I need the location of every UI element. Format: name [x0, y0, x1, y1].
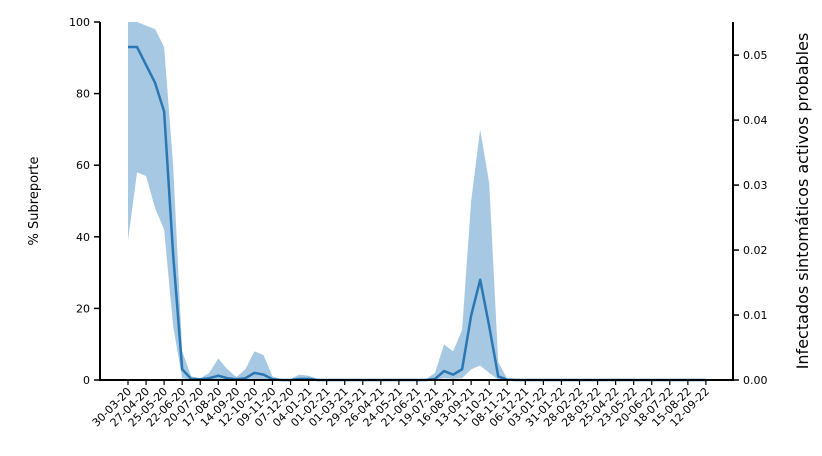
- confidence-band: [128, 22, 706, 380]
- y-tick-label: 40: [76, 231, 90, 244]
- y2-tick-label: 0.01: [743, 309, 768, 322]
- y-axis-label: % Subreporte: [27, 157, 42, 246]
- y2-tick-label: 0.02: [743, 244, 768, 257]
- y-tick-label: 80: [76, 88, 90, 101]
- y-tick-label: 20: [76, 302, 90, 315]
- y-tick-label: 0: [83, 374, 90, 387]
- y2-tick-label: 0.05: [743, 49, 768, 62]
- y-tick-label: 60: [76, 159, 90, 172]
- y2-tick-label: 0.04: [743, 114, 768, 127]
- line: [128, 45, 706, 382]
- y2-tick-label: 0.00: [743, 374, 768, 387]
- y2-tick-label: 0.03: [743, 179, 768, 192]
- y-tick-label: 100: [69, 16, 90, 29]
- y2-axis-label: Infectados sintomáticos activos probable…: [793, 33, 812, 370]
